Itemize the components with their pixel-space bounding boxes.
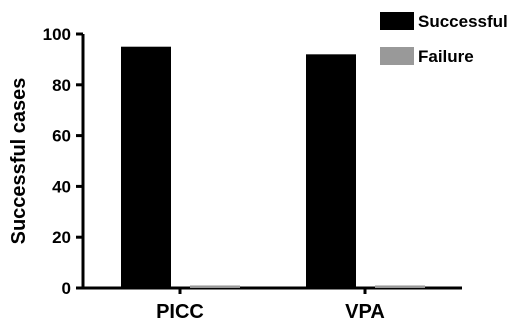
y-tick-label: 80 [52, 76, 71, 95]
legend: Successful Failure [380, 12, 508, 66]
bars [121, 46, 425, 289]
x-tick-label-vpa: VPA [345, 301, 385, 321]
bar-successful-vpa [306, 54, 356, 288]
bar-successful-picc [121, 46, 171, 289]
bar-failure-picc [190, 285, 240, 288]
bar-failure-vpa [375, 285, 425, 288]
y-tick-label: 60 [52, 127, 71, 146]
legend-label-failure: Failure [418, 47, 474, 66]
y-tick-label: 40 [52, 177, 71, 196]
y-axis-title: Successful cases [8, 78, 30, 245]
y-tick-label: 0 [62, 279, 71, 298]
x-tick-label-picc: PICC [156, 301, 204, 321]
legend-swatch-successful [380, 12, 414, 30]
y-tick-label: 20 [52, 228, 71, 247]
y-tick-label: 100 [43, 25, 71, 44]
y-ticks: 0 20 40 60 80 100 [43, 25, 83, 298]
x-tick-labels: PICC VPA [156, 288, 385, 321]
legend-swatch-failure [380, 47, 414, 65]
legend-label-successful: Successful [418, 12, 508, 31]
